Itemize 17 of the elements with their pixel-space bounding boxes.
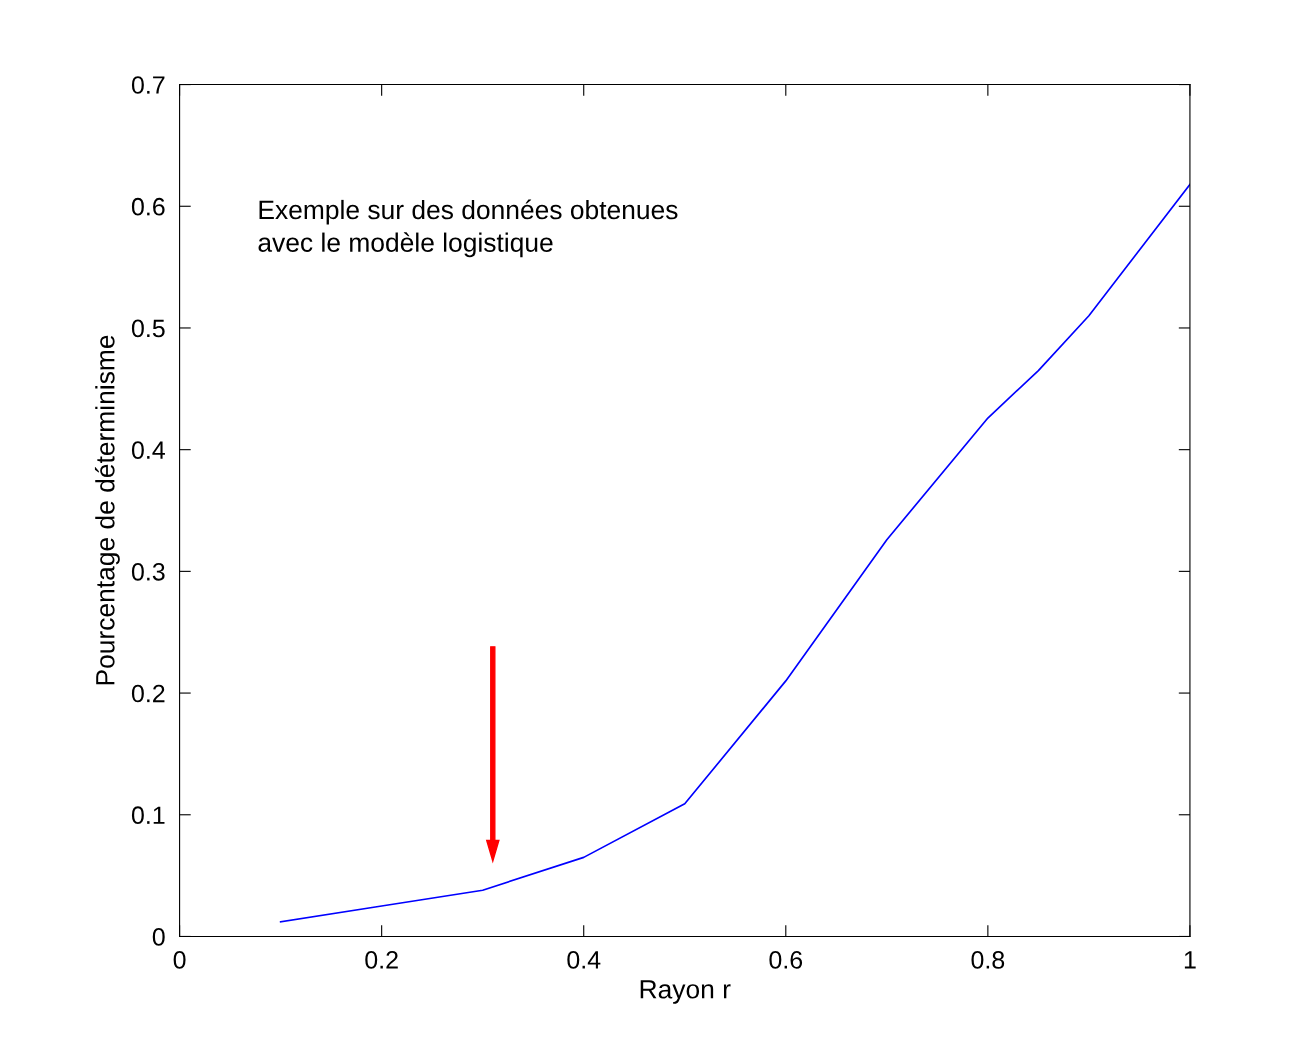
x-tick-label: 0.2 [365,951,398,969]
x-tick-label: 0 [173,951,186,969]
x-tick-label: 0.4 [567,951,601,969]
y-tick-label: 0.2 [131,684,165,703]
y-tick-label: 0.5 [131,319,165,338]
annotation: Exemple sur des données obtenues avec le modèle logistique [258,199,678,258]
x-axis-title: Rayon r [640,980,731,1004]
y-tick-label: 0.3 [131,562,165,581]
y-tick-label: 0.6 [131,197,165,216]
y-tick-label: 0 [152,928,165,946]
x-tick-label: 1 [1184,951,1196,969]
x-tick-label: 0.8 [971,951,1005,969]
y-tick-label: 0.7 [131,76,165,94]
y-tick-label: 0.1 [131,806,165,825]
y-axis-title: Pourcentage de déterminisme [94,335,120,685]
x-tick-label: 0.6 [769,951,803,969]
y-tick-label: 0.4 [131,441,165,459]
